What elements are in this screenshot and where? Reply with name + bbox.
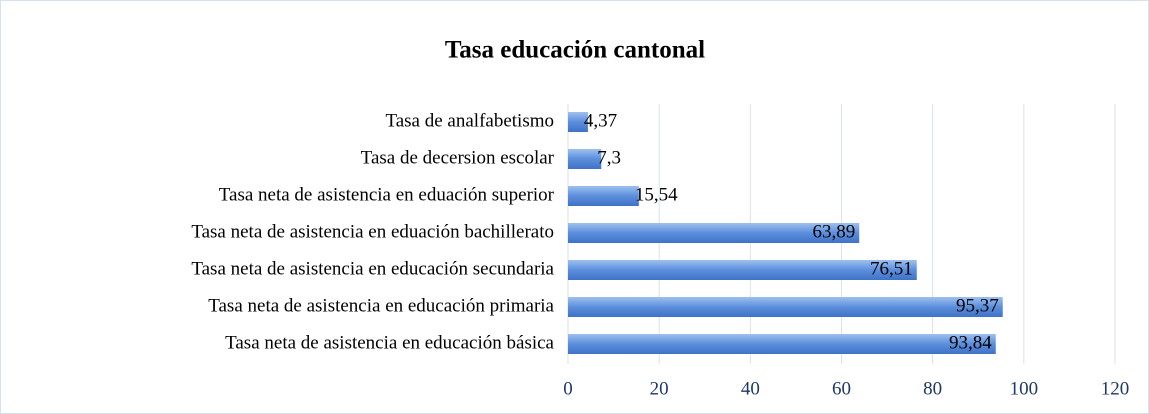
data-label: 76,51 (870, 258, 913, 279)
y-tick-label: Tasa de decersion escolar (361, 147, 555, 168)
x-tick-label: 100 (1010, 378, 1039, 399)
y-tick-label: Tasa neta de asistencia en eduación bach… (191, 221, 554, 242)
x-tick-label: 0 (563, 378, 573, 399)
chart-title: Tasa educación cantonal (445, 37, 705, 64)
bar (568, 334, 996, 354)
y-tick-label: Tasa neta de asistencia en educación sec… (191, 258, 554, 279)
data-label: 7,3 (597, 147, 621, 168)
bar (568, 186, 639, 206)
data-label: 95,37 (956, 295, 999, 316)
x-tick-label: 120 (1101, 378, 1130, 399)
bar (568, 112, 588, 132)
data-label: 93,84 (949, 332, 992, 353)
data-label: 4,37 (584, 110, 617, 131)
x-tick-label: 80 (923, 378, 942, 399)
data-label: 63,89 (812, 221, 855, 242)
x-tick-label: 20 (650, 378, 669, 399)
bar (568, 297, 1003, 317)
y-tick-label: Tasa neta de asistencia en eduación supe… (219, 184, 555, 205)
bar (568, 260, 917, 280)
data-label: 15,54 (635, 184, 678, 205)
x-tick-label: 60 (832, 378, 851, 399)
y-tick-label: Tasa neta de asistencia en educación bás… (225, 332, 554, 353)
y-tick-label: Tasa de analfabetismo (385, 110, 554, 131)
y-tick-label: Tasa neta de asistencia en educación pri… (208, 295, 554, 316)
bar (568, 149, 602, 169)
bar (568, 223, 860, 243)
x-tick-label: 40 (741, 378, 760, 399)
